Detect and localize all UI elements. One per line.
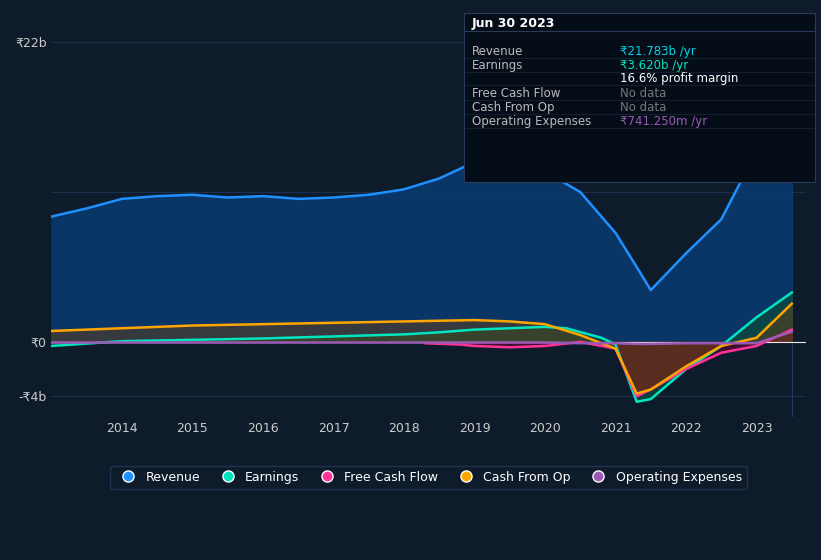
- Text: ₹3.620b /yr: ₹3.620b /yr: [620, 59, 688, 72]
- Text: 16.6% profit margin: 16.6% profit margin: [620, 72, 738, 85]
- Text: ₹21.783b /yr: ₹21.783b /yr: [620, 45, 695, 58]
- Text: Earnings: Earnings: [472, 59, 524, 72]
- Text: Revenue: Revenue: [472, 45, 524, 58]
- Text: No data: No data: [620, 101, 666, 114]
- Text: ₹741.250m /yr: ₹741.250m /yr: [620, 115, 707, 128]
- Text: No data: No data: [620, 87, 666, 100]
- Text: Jun 30 2023: Jun 30 2023: [472, 17, 556, 30]
- Text: Free Cash Flow: Free Cash Flow: [472, 87, 561, 100]
- Legend: Revenue, Earnings, Free Cash Flow, Cash From Op, Operating Expenses: Revenue, Earnings, Free Cash Flow, Cash …: [111, 466, 747, 489]
- Text: Cash From Op: Cash From Op: [472, 101, 554, 114]
- Text: Operating Expenses: Operating Expenses: [472, 115, 591, 128]
